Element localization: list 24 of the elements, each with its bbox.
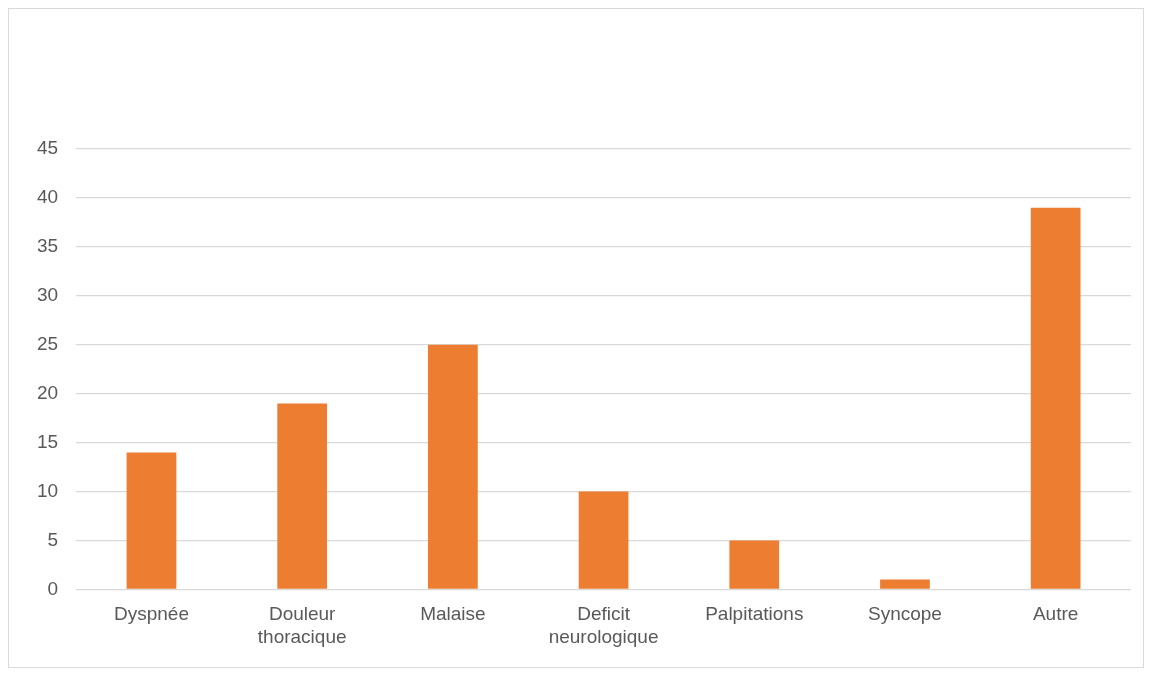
x-tick-label: Dyspnée (113, 603, 189, 625)
y-tick-label: 20 (36, 381, 59, 403)
bar (880, 579, 930, 589)
x-tick-label: Palpitations (705, 603, 804, 625)
y-tick-label: 35 (36, 235, 59, 257)
y-tick-label: 5 (47, 528, 59, 550)
bar (428, 344, 478, 589)
y-tick-label: 45 (36, 137, 59, 159)
y-tick-label: 15 (36, 430, 59, 452)
x-tick-label: Autre (1032, 603, 1079, 625)
x-tick-label: Syncope (867, 603, 942, 625)
y-tick-label: 10 (36, 479, 59, 501)
y-tick-label: 0 (47, 577, 59, 599)
x-tick-label: Deficit neurologique (548, 603, 659, 647)
bar (277, 403, 328, 589)
x-tick-label: Douleur thoracique (257, 603, 347, 647)
y-tick-label: 30 (36, 284, 59, 306)
bar (578, 491, 629, 589)
bar (1030, 207, 1081, 589)
bar (126, 452, 177, 589)
x-tick-label: Malaise (420, 603, 486, 625)
y-tick-label: 25 (36, 332, 59, 354)
y-tick-label: 40 (36, 186, 59, 208)
bar (729, 540, 780, 589)
